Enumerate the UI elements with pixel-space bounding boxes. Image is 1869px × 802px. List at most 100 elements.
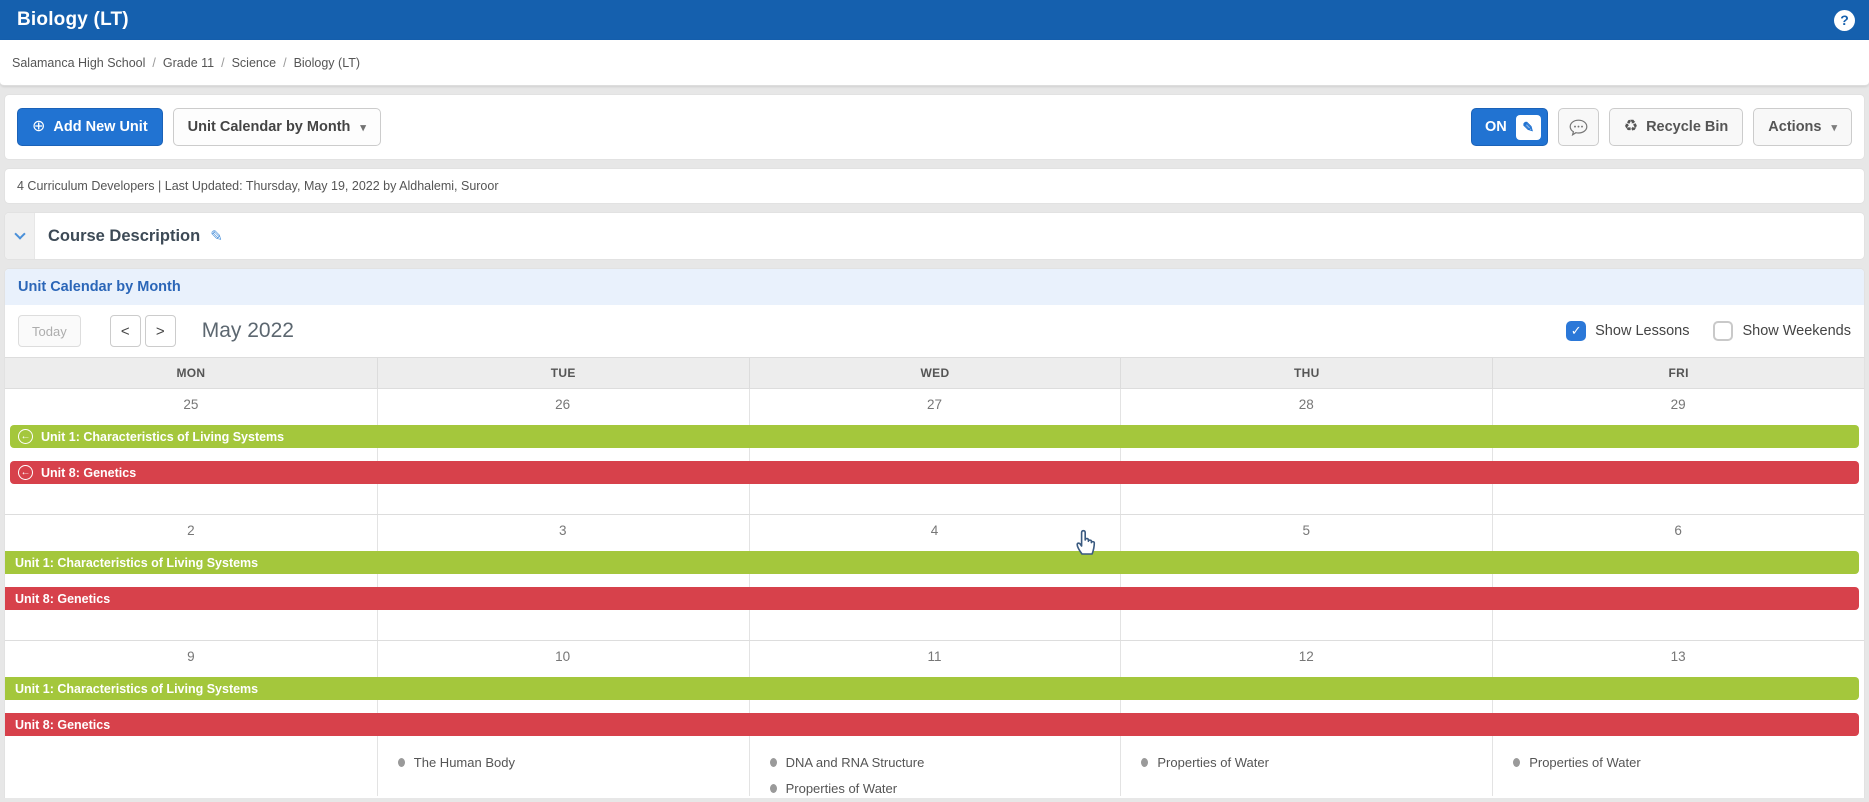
day-number: 26 (555, 396, 571, 412)
dates-row: 25 26 27 28 29 (5, 389, 1864, 419)
week-row: 9 10 11 12 13 Unit 1: Characteristics of Livi… (5, 640, 1864, 796)
lesson-label: DNA and RNA Structure (785, 754, 925, 770)
lessons-row (5, 484, 1864, 497)
unit-bar[interactable]: ← Unit 1: Characteristics of Living Syste… (10, 425, 1859, 448)
day-number: 4 (930, 522, 939, 538)
unit-bar-label: Unit 1: Characteristics of Living System… (41, 429, 285, 444)
add-new-unit-button[interactable]: ⊕ Add New Unit (17, 108, 163, 146)
lesson-label: Properties of Water (1529, 754, 1641, 770)
column-divider (1120, 389, 1122, 514)
course-toolbar: ⊕ Add New Unit Unit Calendar by Month ▾ … (4, 94, 1865, 160)
breadcrumb-item[interactable]: Grade 11 (162, 55, 215, 70)
lesson-cell: Properties of Water (1492, 749, 1864, 796)
lesson-bullet-icon (769, 757, 777, 767)
course-description-title: Course Description (48, 226, 201, 245)
view-selector-label: Unit Calendar by Month (187, 119, 351, 135)
checkbox-unchecked-icon (1713, 321, 1734, 341)
calendar-section-header: Unit Calendar by Month (5, 269, 1864, 305)
column-divider (376, 515, 378, 640)
collapse-toggle[interactable] (5, 213, 35, 259)
breadcrumb-item[interactable]: Biology (LT) (293, 55, 361, 70)
unit-bar[interactable]: Unit 1: Characteristics of Living System… (5, 551, 1859, 574)
breadcrumb: Salamanca High School / Grade 11 / Science / B… (0, 40, 1869, 86)
continues-left-arrow-icon: ← (18, 429, 33, 444)
status-bar: 4 Curriculum Developers | Last Updated: … (4, 168, 1865, 204)
edit-description-pencil-icon[interactable]: ✎ (210, 228, 223, 245)
breadcrumb-separator: / (283, 55, 287, 70)
lesson-cell: Properties of Water (1120, 749, 1492, 796)
unit-bar[interactable]: ← Unit 8: Genetics (10, 461, 1859, 484)
day-number: 9 (187, 648, 195, 664)
next-month-button[interactable]: > (144, 315, 176, 347)
chevron-down-icon: ▾ (1831, 121, 1837, 134)
show-weekends-checkbox[interactable]: Show Weekends (1713, 321, 1851, 341)
show-weekends-label: Show Weekends (1742, 323, 1851, 339)
day-header-wed: WED (748, 358, 1121, 388)
day-header-tue: TUE (376, 358, 749, 388)
calendar-toolbar: Today < > May 2022 Show Lessons Show Wee… (5, 305, 1864, 357)
day-number: 5 (1302, 522, 1311, 538)
day-header-mon: MON (176, 366, 206, 380)
unit-bar-label: Unit 1: Characteristics of Living System… (15, 681, 259, 696)
view-selector-dropdown[interactable]: Unit Calendar by Month ▾ (172, 108, 381, 146)
checkbox-checked-icon (1566, 321, 1587, 341)
unit-bar[interactable]: Unit 1: Characteristics of Living System… (5, 677, 1859, 700)
help-button[interactable]: ? (1834, 9, 1855, 31)
lesson-label: Properties of Water (1157, 754, 1269, 770)
day-number: 13 (1670, 648, 1686, 664)
status-text: 4 Curriculum Developers | Last Updated: … (17, 179, 499, 193)
edit-mode-toggle[interactable]: ON ✎ (1470, 108, 1548, 146)
lesson-cell (5, 749, 377, 796)
month-title: May 2022 (201, 319, 294, 342)
recycle-icon: ♻ (1623, 118, 1639, 135)
unit-bar-label: Unit 1: Characteristics of Living System… (15, 555, 259, 570)
lesson-bullet-icon (1141, 757, 1149, 767)
chevron-down-icon: ▾ (360, 121, 366, 134)
day-number: 2 (187, 522, 195, 538)
column-divider (376, 389, 378, 514)
recycle-bin-label: Recycle Bin (1646, 119, 1729, 135)
breadcrumb-separator: / (152, 55, 156, 70)
unit-bar-label: Unit 8: Genetics (15, 717, 111, 732)
day-header-fri: FRI (1492, 358, 1864, 388)
recycle-bin-button[interactable]: ♻ Recycle Bin (1608, 108, 1744, 146)
show-lessons-checkbox[interactable]: Show Lessons (1566, 321, 1689, 341)
course-description-section: Course Description ✎ (4, 212, 1865, 260)
unit-calendar-panel: Unit Calendar by Month Today < > May 202… (4, 268, 1865, 798)
lesson-item[interactable]: DNA and RNA Structure (749, 749, 1121, 775)
unit-bar[interactable]: Unit 8: Genetics (5, 713, 1859, 736)
column-divider (1120, 515, 1122, 640)
lesson-label: Properties of Water (785, 780, 898, 796)
day-number: 10 (555, 648, 571, 664)
unit-bar-label: Unit 8: Genetics (41, 465, 137, 480)
lesson-bullet-icon (397, 757, 405, 767)
lesson-cell: The Human Body (377, 749, 749, 796)
breadcrumb-item[interactable]: Science (231, 55, 277, 70)
lessons-row: The Human Body DNA and RNA Structure Prope… (5, 736, 1864, 796)
day-number: 12 (1298, 648, 1314, 664)
lesson-item[interactable]: Properties of Water (1120, 749, 1492, 775)
lesson-item[interactable]: The Human Body (377, 749, 749, 775)
comments-button[interactable] (1557, 108, 1599, 146)
day-number: 27 (926, 396, 942, 412)
breadcrumb-separator: / (221, 55, 225, 70)
unit-bar[interactable]: Unit 8: Genetics (5, 587, 1859, 610)
day-number: 25 (183, 396, 199, 412)
column-divider (1492, 515, 1494, 640)
today-button[interactable]: Today (18, 315, 81, 347)
lessons-row (5, 610, 1864, 623)
calendar-section-title: Unit Calendar by Month (18, 279, 181, 295)
day-number: 29 (1670, 396, 1686, 412)
continues-left-arrow-icon: ← (18, 465, 33, 480)
breadcrumb-item[interactable]: Salamanca High School (12, 55, 146, 70)
lesson-item[interactable]: Properties of Water (1492, 749, 1864, 775)
actions-dropdown[interactable]: Actions ▾ (1753, 108, 1852, 146)
prev-month-button[interactable]: < (109, 315, 141, 347)
dates-row: 2 3 4 5 6 (5, 515, 1864, 545)
lesson-label: The Human Body (413, 754, 515, 770)
lesson-item[interactable]: Properties of Water (749, 775, 1121, 796)
day-number: 28 (1298, 396, 1314, 412)
column-divider (1492, 389, 1494, 514)
lesson-bullet-icon (769, 783, 777, 793)
